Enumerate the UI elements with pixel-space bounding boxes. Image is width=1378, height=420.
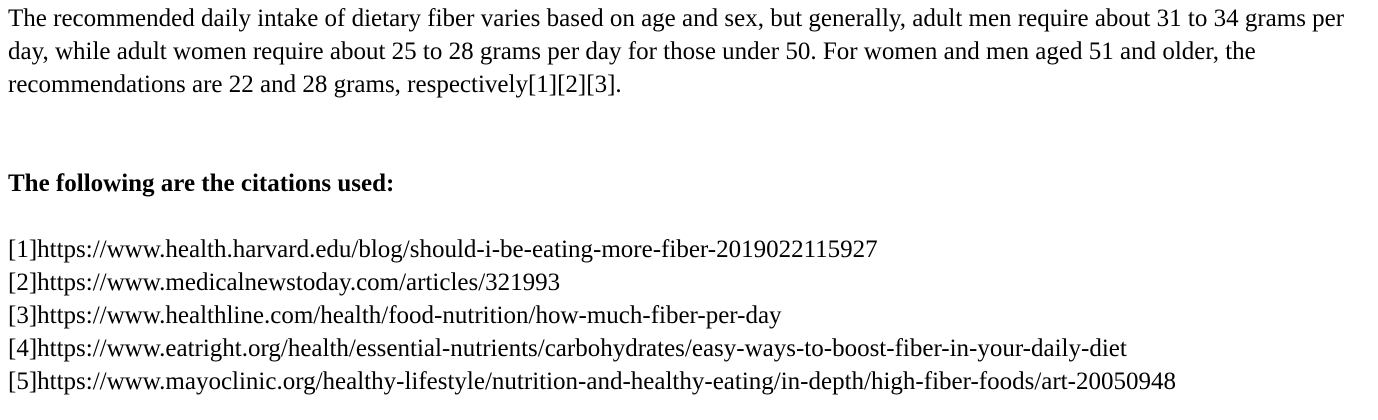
citation-item-1: [1]https://www.health.harvard.edu/blog/s… — [8, 236, 878, 263]
answer-paragraph: The recommended daily intake of dietary … — [8, 5, 1345, 98]
citation-item-2: [2]https://www.medicalnewstoday.com/arti… — [8, 269, 561, 296]
citations-list: [1]https://www.health.harvard.edu/blog/s… — [8, 233, 1370, 398]
citation-item-3: [3]https://www.healthline.com/health/foo… — [8, 302, 782, 329]
citation-item-4: [4]https://www.eatright.org/health/essen… — [8, 335, 1127, 362]
document-page: The recommended daily intake of dietary … — [8, 5, 1370, 398]
citation-item-5: [5]https://www.mayoclinic.org/healthy-li… — [8, 368, 1176, 395]
citations-heading: The following are the citations used: — [8, 170, 395, 197]
